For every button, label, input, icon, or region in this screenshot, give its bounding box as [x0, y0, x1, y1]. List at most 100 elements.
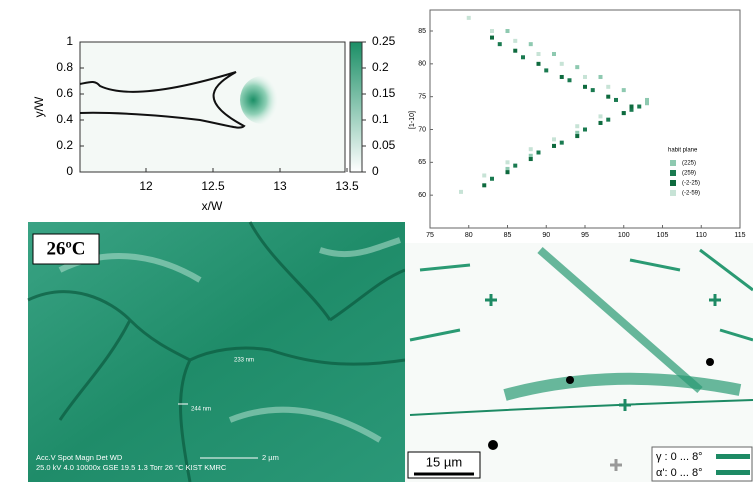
y-tick-label: 60	[418, 192, 426, 199]
point	[560, 75, 564, 79]
point	[560, 141, 564, 145]
legend-swatch	[670, 190, 676, 196]
measure: 233 nm	[234, 358, 254, 364]
legend-swatch	[670, 160, 676, 166]
x-tick-label: 100	[618, 232, 630, 239]
colorbar-tick-label: 0.15	[372, 86, 396, 100]
y-label: [1-10]	[409, 111, 416, 129]
point	[521, 55, 525, 59]
legend-bar	[716, 470, 750, 475]
point	[622, 88, 626, 92]
temperature: 26ºC	[47, 238, 86, 259]
scatter-panel: [1-10] habit plane 75 80 85 90 95 100 105 110 11…	[409, 10, 746, 239]
point	[529, 147, 533, 151]
pore	[706, 358, 714, 366]
colorbar-tick-label: 0.2	[372, 60, 389, 74]
point	[568, 78, 572, 82]
point	[506, 160, 510, 164]
pore	[566, 376, 574, 384]
legend-label: (259)	[682, 171, 696, 177]
legend: α': 0 ... 8°	[656, 467, 703, 479]
point	[537, 62, 541, 66]
x-tick-label: 12.5	[201, 179, 225, 193]
point	[552, 137, 556, 141]
point	[591, 88, 595, 92]
point	[575, 124, 579, 128]
legend-swatch	[670, 180, 676, 186]
point	[606, 95, 610, 99]
point	[490, 36, 494, 40]
point	[599, 121, 603, 125]
point	[599, 75, 603, 79]
info: Acc.V Spot Magn Det WD	[36, 453, 123, 462]
x-tick-label: 95	[581, 232, 589, 239]
point	[637, 105, 641, 109]
page: x/W y/W 1212.51313.500.20.40.60.8100.050…	[0, 0, 753, 482]
y-tick-label: 0	[66, 164, 73, 178]
x-tick-label: 115	[734, 232, 745, 239]
x-tick-label: 90	[542, 232, 550, 239]
y-tick-label: 0.2	[56, 138, 73, 152]
legend-label: (-2-25)	[682, 181, 700, 187]
point	[583, 85, 587, 89]
point	[529, 157, 533, 161]
stress-field	[240, 76, 284, 124]
point	[482, 173, 486, 177]
point	[537, 150, 541, 154]
point	[482, 183, 486, 187]
legend-swatch	[670, 170, 676, 176]
measure: 244 nm	[191, 407, 211, 413]
point	[513, 164, 517, 168]
point	[583, 75, 587, 79]
y-tick-label: 85	[418, 28, 426, 35]
y-tick-label: 0.4	[56, 112, 73, 126]
point	[583, 128, 587, 132]
legend-bar	[716, 454, 750, 459]
x-tick-label: 13	[273, 179, 287, 193]
point	[614, 98, 618, 102]
y-tick-label: 80	[418, 61, 426, 68]
point	[645, 101, 649, 105]
y-tick-label: 65	[418, 159, 426, 166]
x-label: x/W	[202, 199, 223, 213]
point	[506, 29, 510, 33]
info: 25.0 kV 4.0 10000x GSE 19.5 1.3 Torr 26 …	[36, 463, 227, 472]
point	[560, 62, 564, 66]
y-tick-label: 0.6	[56, 86, 73, 100]
point	[606, 118, 610, 122]
colorbar	[350, 42, 362, 172]
point	[529, 42, 533, 46]
point	[544, 68, 548, 72]
legend: γ : 0 ... 8°	[656, 451, 703, 463]
y-tick-label: 1	[66, 34, 73, 48]
point	[513, 39, 517, 43]
y-tick-label: 75	[418, 94, 426, 101]
legend-label: (-2-59)	[682, 191, 700, 197]
x-tick-label: 13.5	[335, 179, 359, 193]
colorbar-tick-label: 0	[372, 164, 379, 178]
scale: 2 µm	[262, 453, 279, 462]
x-tick-label: 12	[139, 179, 153, 193]
point	[537, 52, 541, 56]
legend-label: (225)	[682, 161, 696, 167]
point	[490, 177, 494, 181]
point	[622, 111, 626, 115]
point	[490, 29, 494, 33]
x-tick-label: 110	[696, 232, 707, 239]
sem-panel: 26ºC 233 nm 244 nm Acc.V Spot Magn Det W…	[28, 222, 405, 482]
point	[506, 170, 510, 174]
plot-frame	[80, 42, 345, 172]
point	[552, 52, 556, 56]
point	[606, 85, 610, 89]
colorbar-tick-label: 0.1	[372, 112, 389, 126]
colorbar-tick-label: 0.05	[372, 138, 396, 152]
ebsd-panel: 15 µm γ : 0 ... 8° α': 0 ... 8°	[405, 243, 753, 482]
legend-title: habit plane	[668, 148, 698, 154]
x-tick-label: 105	[657, 232, 669, 239]
point	[552, 144, 556, 148]
x-tick-label: 75	[426, 232, 434, 239]
y-label: y/W	[32, 96, 46, 117]
y-tick-label: 70	[418, 126, 426, 133]
point	[575, 65, 579, 69]
scale: 15 µm	[426, 454, 462, 469]
